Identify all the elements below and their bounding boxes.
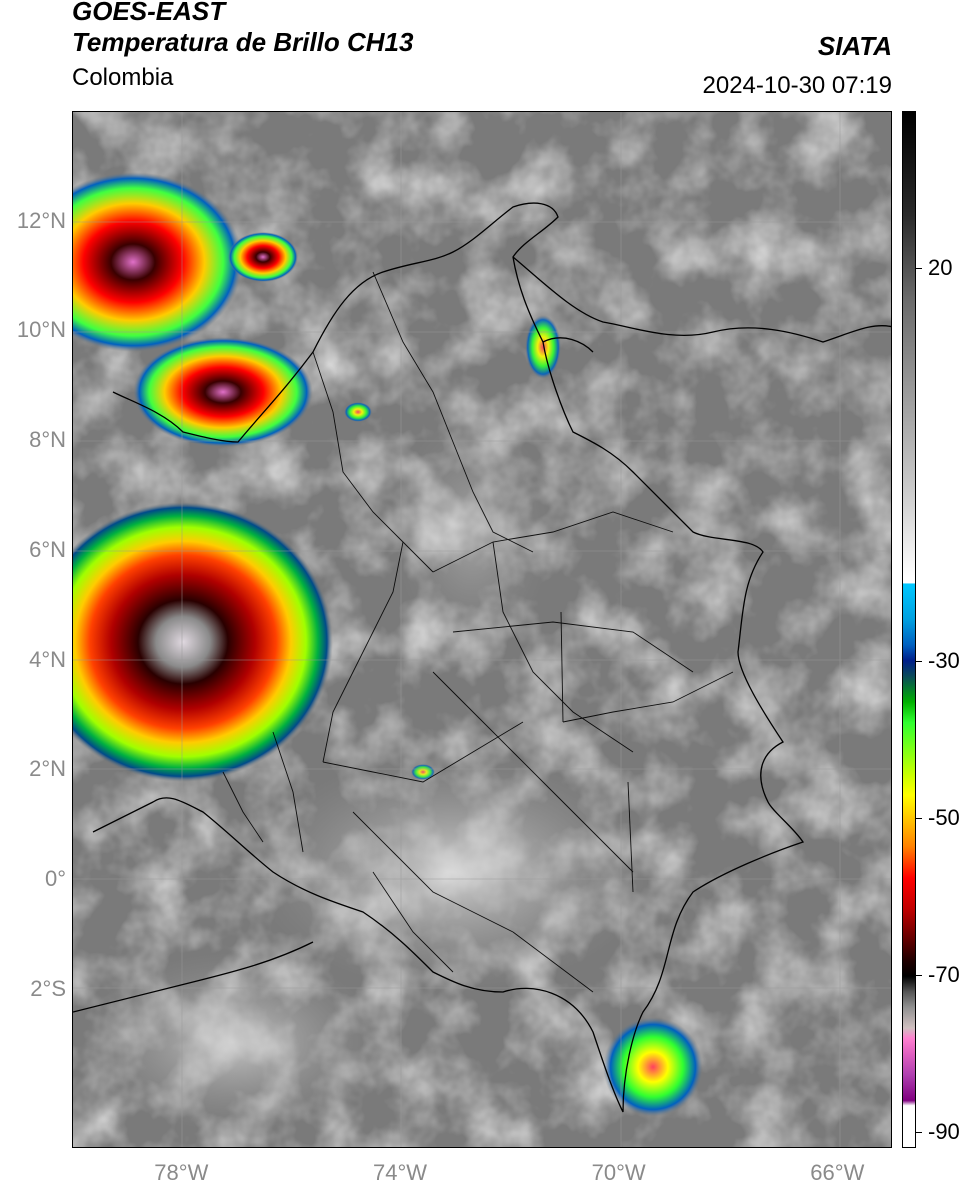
country-borders [73,202,891,1113]
lat-label: 0° [44,866,66,892]
lon-label: 66°W [810,1160,865,1185]
colorbar-label: 20 [928,255,953,281]
lat-label: 12°N [16,207,66,233]
lat-label: 4°N [29,646,66,672]
region-label: Colombia [72,64,174,91]
lon-label: 74°W [372,1160,428,1185]
product-title: Temperatura de Brillo CH13 [72,27,414,57]
satellite-title: GOES-EAST [72,0,226,26]
map-canvas [73,112,891,1147]
colorbar-label: -70 [928,962,960,988]
lon-label: 70°W [591,1160,646,1185]
lat-label: 8°N [29,427,66,453]
temperature-colorbar [902,111,916,1148]
header-right: SIATA 2024-10-30 07:19 [703,26,893,106]
lat-label: 6°N [29,536,66,562]
title-block: GOES-EAST Temperatura de Brillo CH13 Col… [72,0,413,98]
colorbar-tick [916,818,922,820]
colorbar-tick [916,660,922,662]
department-borders [222,271,734,993]
agency-label: SIATA [817,31,892,61]
colorbar-tick [916,975,922,977]
colorbar-label: -90 [928,1119,960,1145]
lat-label: 10°N [16,317,66,343]
lon-label: 78°W [154,1160,209,1185]
datetime-label: 2024-10-30 07:19 [702,72,893,99]
lat-label: 2°S [30,975,66,1001]
colorbar-tick [916,268,922,270]
colorbar-label: -50 [928,805,960,831]
colorbar-tick [916,1132,922,1134]
satellite-map [72,111,892,1148]
colorbar-label: -30 [928,647,960,673]
lat-label: 2°N [29,756,66,782]
map-grid [73,112,891,1147]
